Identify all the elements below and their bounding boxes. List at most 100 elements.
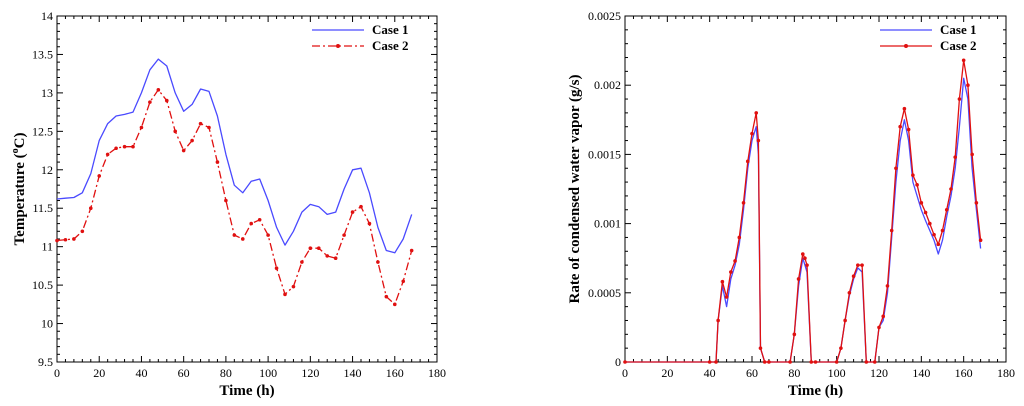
series-point-2 bbox=[754, 111, 759, 115]
series-point-2 bbox=[316, 246, 321, 251]
series-point-2 bbox=[300, 260, 304, 264]
series-point-2 bbox=[350, 210, 355, 214]
series-point-2 bbox=[384, 294, 389, 299]
series-point-2 bbox=[114, 146, 118, 151]
x-axis-label: Time (h) bbox=[219, 383, 274, 399]
series-point-2 bbox=[716, 318, 720, 323]
series-point-2 bbox=[894, 166, 898, 171]
series-point-2 bbox=[333, 256, 338, 261]
series-point-2 bbox=[978, 238, 983, 243]
y-tick-label: 0.0015 bbox=[588, 147, 621, 161]
series-point-2 bbox=[720, 279, 725, 284]
series-line-1 bbox=[625, 77, 982, 363]
series-point-2 bbox=[944, 207, 949, 212]
series-point-2 bbox=[881, 314, 886, 319]
series-point-2 bbox=[864, 360, 869, 364]
x-tick-label: 140 bbox=[912, 366, 930, 380]
x-tick-label: 160 bbox=[955, 366, 973, 380]
series-point-2 bbox=[707, 360, 712, 364]
series-point-2 bbox=[724, 295, 729, 299]
series-point-2 bbox=[308, 246, 313, 251]
series-point-2 bbox=[756, 138, 761, 143]
series-point-2 bbox=[860, 263, 864, 267]
series-point-2 bbox=[173, 129, 178, 134]
y-axis-label: Temperature (oC) bbox=[10, 133, 28, 246]
series-point-2 bbox=[961, 58, 966, 63]
x-tick-label: 20 bbox=[93, 366, 105, 380]
series-point-2 bbox=[376, 260, 380, 264]
series-point-2 bbox=[856, 263, 860, 267]
series-point-2 bbox=[906, 127, 911, 132]
y-tick-label: 13 bbox=[41, 86, 53, 100]
y-tick-label: 10.5 bbox=[32, 278, 53, 292]
series-point-2 bbox=[215, 160, 220, 164]
condensation-rate-chart: 0 20 40 60 80 100 120 140 160 180 0 0.0005 0.001 0.00… bbox=[567, 9, 1015, 399]
series-point-2 bbox=[72, 237, 76, 241]
y-tick-label: 0 bbox=[615, 355, 621, 369]
series-point-2 bbox=[737, 235, 742, 240]
legend-label-2: Case 2 bbox=[372, 38, 408, 53]
x-tick-label: 40 bbox=[135, 366, 147, 380]
series-point-2 bbox=[164, 98, 169, 103]
series-point-2 bbox=[190, 138, 194, 143]
series-point-2 bbox=[758, 346, 763, 350]
series-point-2 bbox=[803, 256, 807, 261]
series-point-2 bbox=[932, 232, 936, 237]
y-tick-label: 0.001 bbox=[594, 217, 621, 231]
legend-label-1: Case 1 bbox=[372, 22, 408, 37]
series-point-2 bbox=[911, 173, 915, 177]
x-tick-label: 0 bbox=[54, 366, 60, 380]
series-point-2 bbox=[283, 292, 287, 297]
y-tick-label: 0.002 bbox=[594, 78, 621, 92]
x-tick-label: 120 bbox=[301, 366, 319, 380]
series-point-2 bbox=[957, 97, 962, 101]
series-point-2 bbox=[767, 360, 771, 364]
y-tick-label: 10 bbox=[41, 317, 53, 331]
series-point-2 bbox=[714, 360, 718, 364]
series-point-2 bbox=[392, 302, 397, 307]
series-point-2 bbox=[266, 233, 270, 237]
series-point-2 bbox=[80, 229, 85, 234]
series-point-2 bbox=[974, 201, 979, 205]
series-point-2 bbox=[796, 277, 801, 281]
series-point-2 bbox=[623, 360, 627, 364]
series-point-2 bbox=[792, 332, 797, 337]
x-tick-label: 60 bbox=[746, 366, 758, 380]
series-point-2 bbox=[401, 279, 406, 284]
series-point-2 bbox=[851, 274, 856, 278]
series-point-2 bbox=[805, 263, 809, 267]
series-point-2 bbox=[105, 152, 110, 157]
series-point-2 bbox=[839, 346, 843, 350]
series-point-2 bbox=[928, 221, 932, 226]
series-point-2 bbox=[131, 144, 135, 149]
series-line-1 bbox=[56, 58, 413, 254]
y-tick-label: 14 bbox=[41, 9, 53, 23]
x-tick-label: 40 bbox=[704, 366, 716, 380]
series-point-2 bbox=[809, 360, 814, 364]
series-point-2 bbox=[801, 252, 805, 256]
series-point-2 bbox=[139, 125, 144, 130]
x-tick-label: 80 bbox=[788, 366, 800, 380]
y-tick-label: 11.5 bbox=[32, 201, 53, 215]
x-tick-label: 60 bbox=[178, 366, 190, 380]
y-tick-label: 9.5 bbox=[38, 355, 53, 369]
legend-label-2: Case 2 bbox=[940, 38, 976, 53]
series-point-2 bbox=[367, 221, 372, 226]
x-tick-label: 140 bbox=[344, 366, 362, 380]
series-line-2 bbox=[625, 59, 982, 363]
series-point-2 bbox=[249, 221, 254, 226]
series-point-2 bbox=[949, 187, 953, 191]
series-point-2 bbox=[156, 88, 161, 92]
y-tick-label: 11 bbox=[41, 240, 53, 254]
series-point-2 bbox=[409, 248, 414, 253]
series-point-2 bbox=[762, 360, 767, 364]
series-point-2 bbox=[198, 121, 203, 126]
series-point-2 bbox=[915, 183, 919, 187]
plot-frame bbox=[624, 15, 1007, 363]
series-point-2 bbox=[274, 266, 279, 270]
temperature-chart: 0 20 40 60 80 100 120 140 160 180 9.5 10 10.5 11 11.5 1… bbox=[10, 9, 446, 399]
series-point-2 bbox=[966, 83, 970, 87]
series-point-2 bbox=[207, 125, 211, 130]
series-point-2 bbox=[733, 259, 737, 263]
